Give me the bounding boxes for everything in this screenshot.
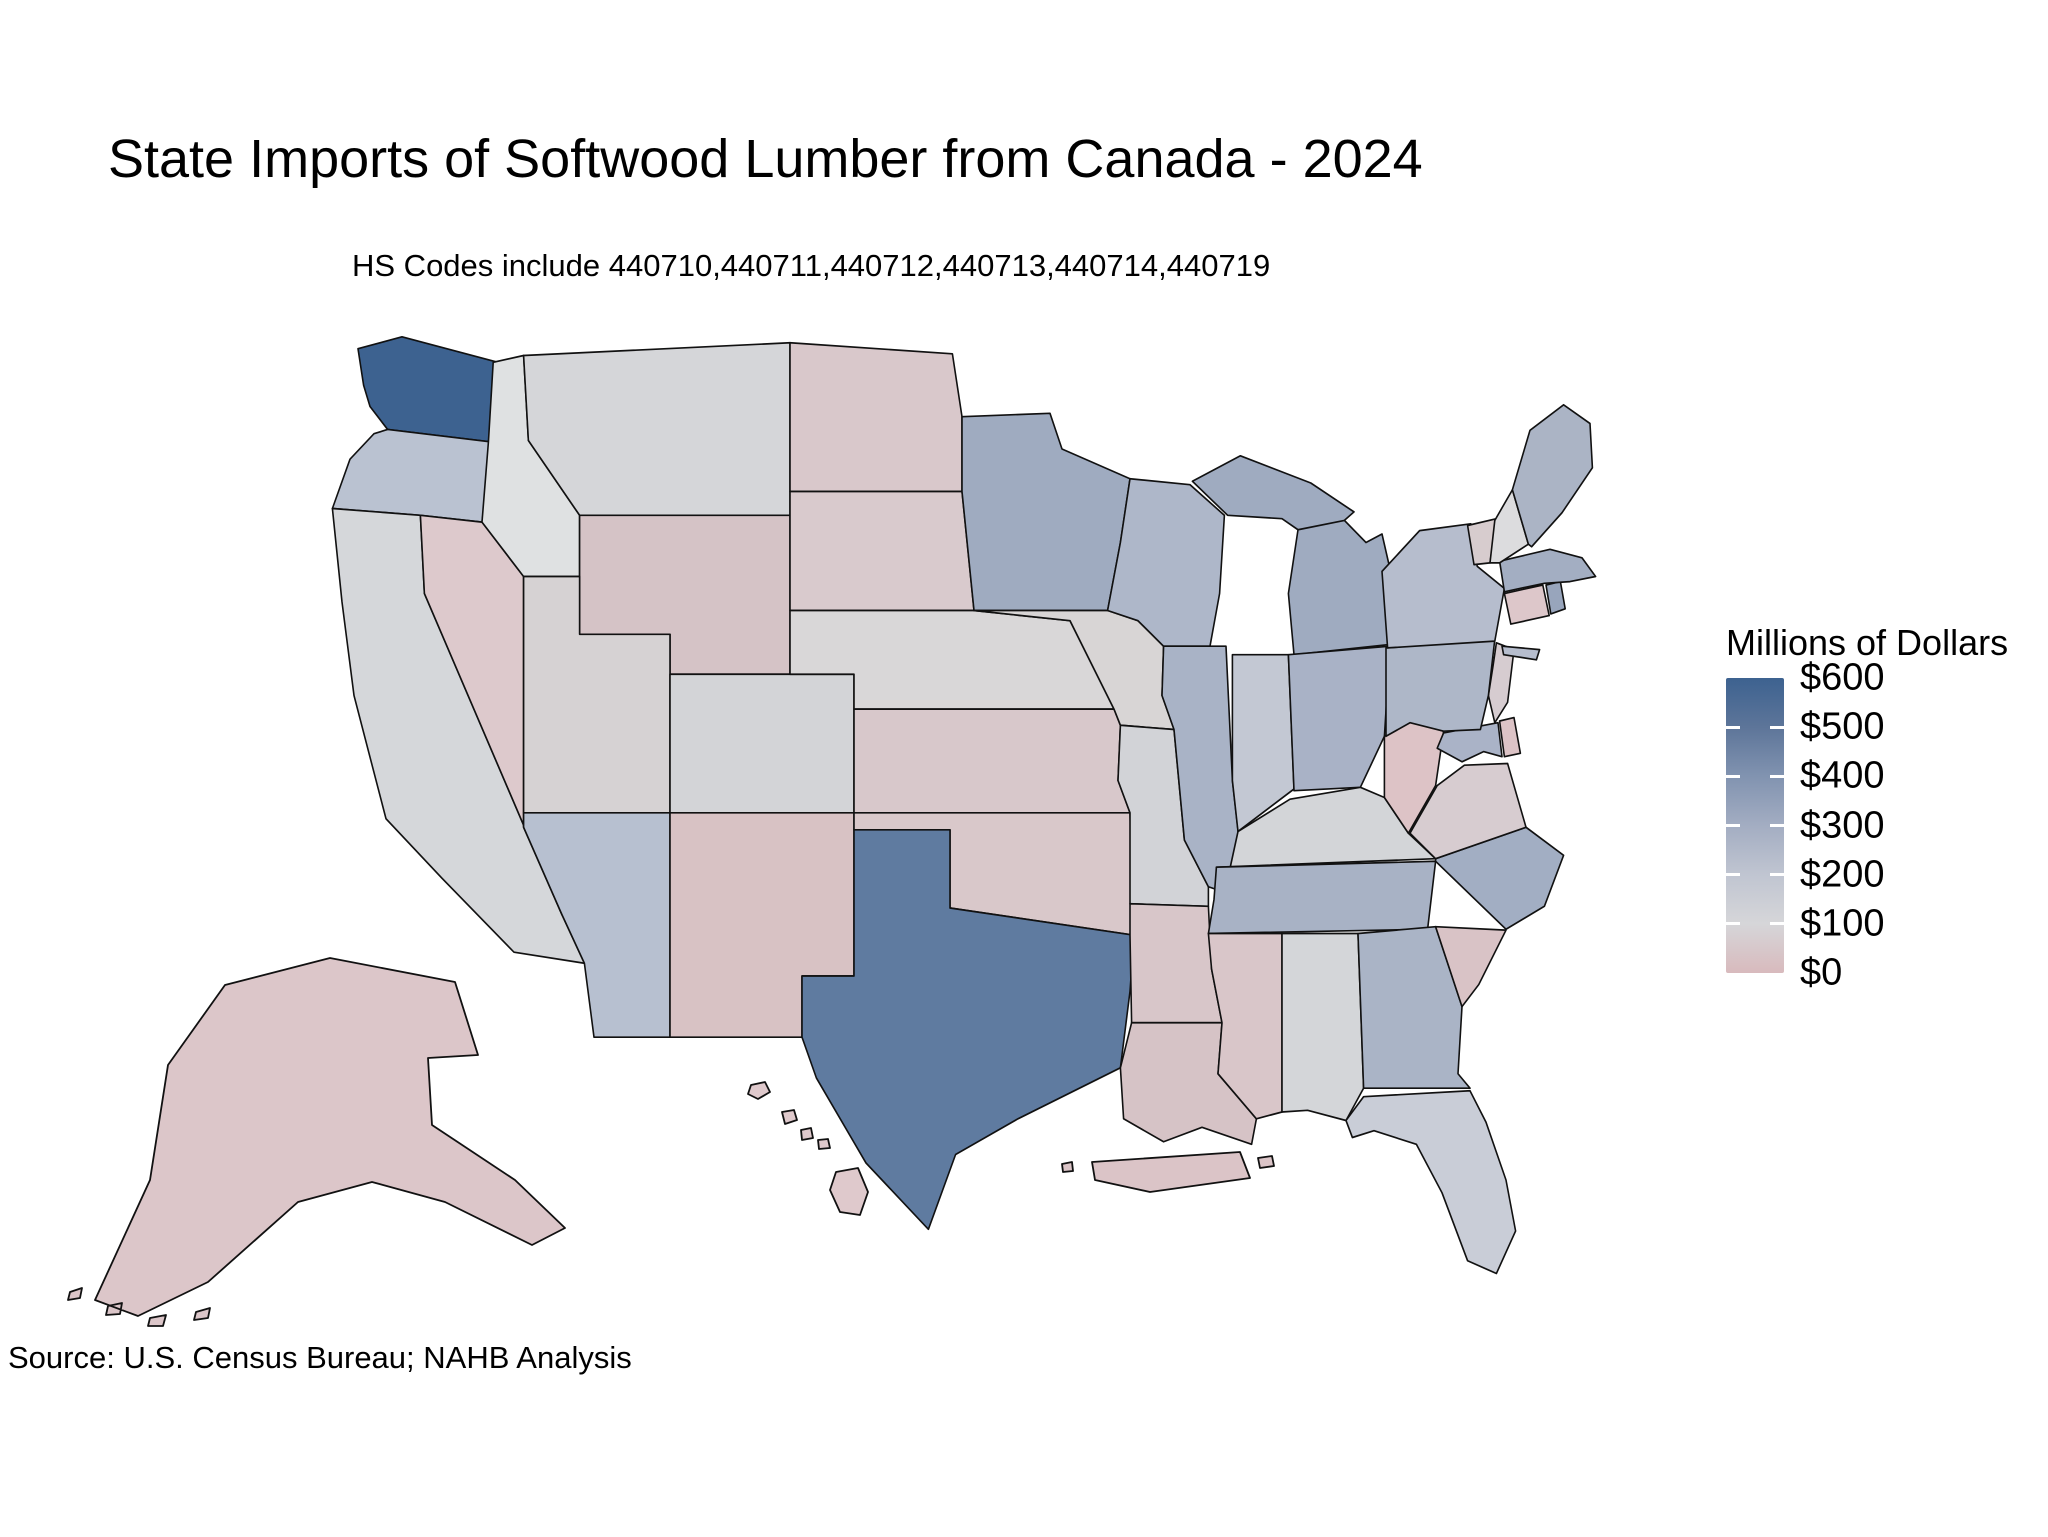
lower-48-states-group: Washington — ~$600MOregon — ~$215MCalifo…	[331, 335, 1597, 1275]
state-tx: Texas — ~$470M	[801, 828, 1135, 1231]
state-al: Alabama — ~$120M	[1281, 932, 1365, 1122]
state-me: Maine — ~$270M	[1511, 403, 1594, 548]
state-hi: Hawaii — ~$35M	[747, 1081, 869, 1216]
legend-tick-mark	[1726, 774, 1740, 778]
state-ak: Alaska — ~$45M	[67, 957, 566, 1327]
state-wa: Washington — ~$600M	[357, 335, 499, 444]
state-md: Maryland — ~$260M	[1436, 721, 1503, 763]
state-or: Oregon — ~$215M	[331, 428, 495, 523]
page-subtitle: HS Codes include 440710,440711,440712,44…	[352, 248, 1271, 283]
legend-label-300: $300	[1800, 804, 1885, 846]
state-nh: New Hampshire — ~$105M	[1489, 488, 1530, 564]
legend: Millions of Dollars $600 $500 $400 $300 $200…	[1724, 622, 2044, 994]
state-sc: South Carolina — ~$55M	[1434, 925, 1507, 1008]
state-mt: Montana — ~$115M	[522, 341, 791, 517]
state-de: Delaware — ~$50M	[1498, 716, 1522, 758]
legend-tick-mark	[1770, 824, 1784, 827]
state-mn: Minnesota — ~$315M	[961, 412, 1131, 612]
state-ks: Kansas — ~$55M	[853, 708, 1131, 814]
legend-label-200: $200	[1800, 853, 1885, 896]
legend-tick-mark	[1726, 824, 1740, 827]
legend-tick-mark	[1770, 922, 1784, 926]
legend-label-100: $100	[1800, 902, 1885, 945]
legend-label-400: $400	[1800, 754, 1885, 797]
legend-label-600: $600	[1800, 656, 1885, 699]
state-ar: Arkansas — ~$55M	[1129, 902, 1223, 1024]
state-tn: Tennessee — ~$285M	[1207, 860, 1437, 935]
state-mi: Michigan — ~$315M	[1191, 454, 1397, 656]
legend-tick-mark	[1770, 725, 1784, 729]
legend-tick-mark	[1726, 725, 1740, 729]
state-co: Colorado — ~$115M	[669, 673, 855, 814]
ak-hi-pr-insets-group: Alaska — ~$45M Hawaii — ~$35M Puerto Rico …	[67, 957, 1275, 1327]
legend-tick-mark	[1770, 873, 1784, 877]
state-ri: Rhode Island — ~$330M	[1545, 580, 1567, 615]
state-nd: North Dakota — ~$55M	[789, 341, 963, 493]
legend-tick-mark	[1726, 922, 1740, 926]
state-ma: Massachusetts — ~$300M	[1498, 548, 1597, 593]
legend-colorbar-area: $600 $500 $400 $300 $200 $100 $0	[1724, 657, 2044, 994]
state-va: Virginia — ~$80M	[1409, 762, 1527, 860]
legend-tick-mark	[1770, 774, 1784, 778]
state-fl: Florida — ~$165M	[1345, 1089, 1517, 1275]
state-sd: South Dakota — ~$60M	[789, 490, 975, 612]
state-in: Indiana — ~$180M	[1231, 653, 1295, 833]
page-title: State Imports of Softwood Lumber from Ca…	[108, 129, 1423, 189]
legend-title: Millions of Dollars	[1726, 622, 2009, 663]
legend-label-500: $500	[1800, 705, 1885, 748]
legend-label-0: $0	[1800, 951, 1843, 994]
legend-tick-mark	[1726, 873, 1740, 877]
state-pa: Pennsylvania — ~$260M	[1385, 638, 1496, 738]
state-ct: Connecticut — ~$45M	[1503, 584, 1551, 625]
state-pr: Puerto Rico — ~$40M	[1061, 1151, 1275, 1193]
state-oh: Ohio — ~$280M	[1287, 645, 1391, 792]
state-ny: New York — ~$230M	[1381, 522, 1541, 661]
source-note: Source: U.S. Census Bureau; NAHB Analysi…	[8, 1340, 632, 1375]
